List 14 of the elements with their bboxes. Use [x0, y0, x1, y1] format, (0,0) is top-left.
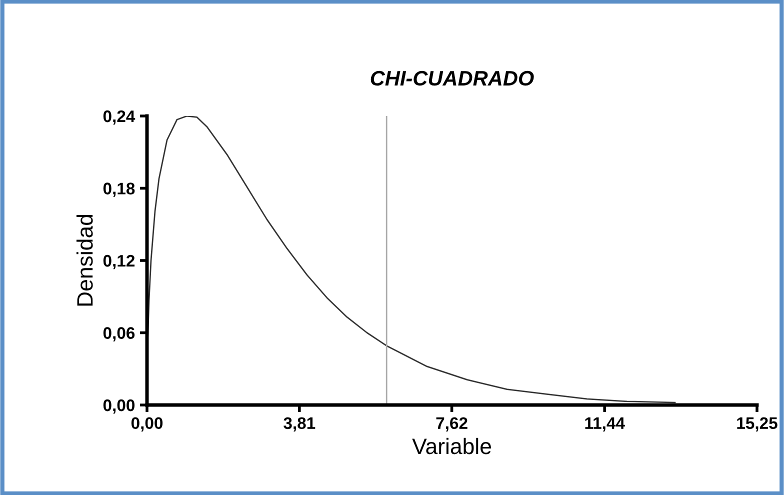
chart-title: CHI-CUADRADO — [370, 70, 534, 86]
y-axis-title: Densidad — [76, 214, 93, 306]
x-tick-label: 3,81 — [284, 417, 316, 432]
line-series — [147, 116, 676, 404]
y-tick-label: 0,00 — [103, 399, 135, 414]
x-axis-title: Variable — [412, 438, 491, 454]
x-tick-label: 11,44 — [585, 417, 625, 432]
x-tick-label: 0,00 — [131, 417, 163, 432]
y-tick-label: 0,18 — [103, 182, 135, 197]
y-tick-label: 0,24 — [103, 110, 136, 125]
y-tick-label: 0,06 — [103, 327, 135, 342]
x-tick-label: 7,62 — [436, 417, 468, 432]
y-tick-label: 0,12 — [103, 254, 135, 270]
x-tick-label: 15,25 — [737, 417, 778, 432]
